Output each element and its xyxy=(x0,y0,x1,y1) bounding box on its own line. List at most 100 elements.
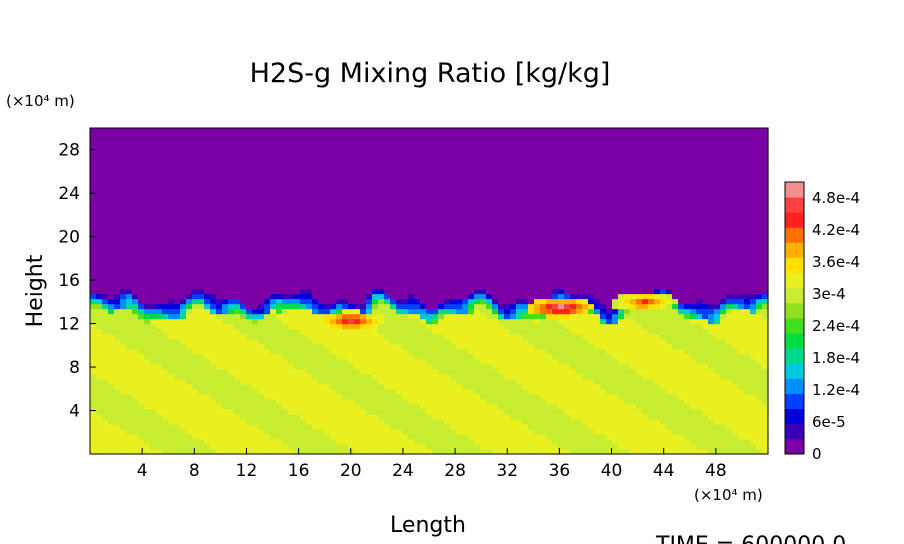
heatmap-cell xyxy=(270,388,277,395)
heatmap-cell xyxy=(228,128,235,134)
heatmap-cell xyxy=(234,178,241,184)
heatmap-cell xyxy=(306,323,313,330)
heatmap-cell xyxy=(192,408,199,415)
heatmap-cell xyxy=(348,313,355,320)
heatmap-cell xyxy=(90,228,97,234)
heatmap-cell xyxy=(336,318,343,325)
heatmap-cell xyxy=(288,128,295,134)
heatmap-cell xyxy=(210,168,217,174)
heatmap-cell xyxy=(342,378,349,385)
heatmap-cell xyxy=(240,238,247,244)
heatmap-cell xyxy=(402,273,409,280)
heatmap-cell xyxy=(480,398,487,405)
heatmap-cell xyxy=(168,178,175,184)
heatmap-cell xyxy=(282,258,289,265)
heatmap-cell xyxy=(450,258,457,265)
heatmap-cell xyxy=(180,233,187,239)
heatmap-cell xyxy=(384,173,391,179)
heatmap-cell xyxy=(168,438,175,445)
heatmap-cell xyxy=(396,233,403,239)
heatmap-cell xyxy=(504,178,511,184)
heatmap-cell xyxy=(288,278,295,285)
heatmap-cell xyxy=(132,418,139,425)
heatmap-cell xyxy=(222,223,229,229)
heatmap-cell xyxy=(306,263,313,270)
heatmap-cell xyxy=(474,443,481,450)
heatmap-cell xyxy=(324,128,331,134)
heatmap-cell xyxy=(492,208,499,214)
heatmap-cell xyxy=(246,183,253,189)
heatmap-cell xyxy=(234,283,241,290)
heatmap-cell xyxy=(186,313,193,320)
heatmap-cell xyxy=(480,263,487,270)
heatmap-cell xyxy=(186,448,193,455)
heatmap-cell xyxy=(456,398,463,405)
heatmap-cell xyxy=(204,188,211,194)
heatmap-cell xyxy=(426,333,433,340)
heatmap-cell xyxy=(282,173,289,179)
heatmap-cell xyxy=(420,303,427,310)
heatmap-cell xyxy=(180,323,187,330)
heatmap-cell xyxy=(504,393,511,400)
heatmap-cell xyxy=(126,268,133,275)
heatmap-cell xyxy=(102,178,109,184)
heatmap-cell xyxy=(96,273,103,280)
heatmap-cell xyxy=(348,348,355,355)
heatmap-cell xyxy=(120,303,127,310)
heatmap-cell xyxy=(162,368,169,375)
heatmap-cell xyxy=(528,148,535,154)
heatmap-cell xyxy=(228,383,235,390)
heatmap-cell xyxy=(306,243,313,249)
heatmap-cell xyxy=(312,413,319,420)
heatmap-cell xyxy=(438,363,445,370)
heatmap-cell xyxy=(444,213,451,219)
heatmap-cell xyxy=(216,338,223,345)
heatmap-cell xyxy=(360,168,367,174)
heatmap-cell xyxy=(276,333,283,340)
heatmap-cell xyxy=(174,273,181,280)
heatmap-cell xyxy=(456,223,463,229)
heatmap-cell xyxy=(432,353,439,360)
heatmap-cell xyxy=(132,373,139,380)
heatmap-cell xyxy=(468,178,475,184)
heatmap-cell xyxy=(450,308,457,315)
heatmap-cell xyxy=(150,333,157,340)
heatmap-cell xyxy=(462,408,469,415)
heatmap-cell xyxy=(312,313,319,320)
heatmap-cell xyxy=(456,343,463,350)
heatmap-cell xyxy=(492,223,499,229)
heatmap-cell xyxy=(492,253,499,259)
heatmap-cell xyxy=(522,143,529,149)
heatmap-cell xyxy=(192,133,199,139)
heatmap-cell xyxy=(144,383,151,390)
heatmap-cell xyxy=(114,278,121,285)
heatmap-cell xyxy=(444,328,451,335)
heatmap-cell xyxy=(114,133,121,139)
heatmap-cell xyxy=(252,358,259,365)
heatmap-cell xyxy=(444,333,451,340)
heatmap-cell xyxy=(450,368,457,375)
heatmap-cell xyxy=(402,218,409,224)
heatmap-cell xyxy=(306,448,313,455)
heatmap-cell xyxy=(186,168,193,174)
heatmap-cell xyxy=(276,403,283,410)
heatmap-cell xyxy=(450,298,457,305)
heatmap-cell xyxy=(132,348,139,355)
heatmap-cell xyxy=(144,238,151,244)
heatmap-cell xyxy=(240,398,247,405)
heatmap-cell xyxy=(294,218,301,224)
heatmap-cell xyxy=(444,423,451,430)
heatmap-cell xyxy=(528,323,535,330)
heatmap-cell xyxy=(498,348,505,355)
heatmap-cell xyxy=(528,183,535,189)
heatmap-cell xyxy=(402,423,409,430)
heatmap-cell xyxy=(462,188,469,194)
heatmap-cell xyxy=(540,403,547,410)
heatmap-cell xyxy=(240,413,247,420)
heatmap-cell xyxy=(366,358,373,365)
heatmap-cell xyxy=(168,423,175,430)
heatmap-cell xyxy=(102,128,109,134)
heatmap-cell xyxy=(390,133,397,139)
heatmap-cell xyxy=(420,273,427,280)
heatmap-cell xyxy=(474,258,481,265)
